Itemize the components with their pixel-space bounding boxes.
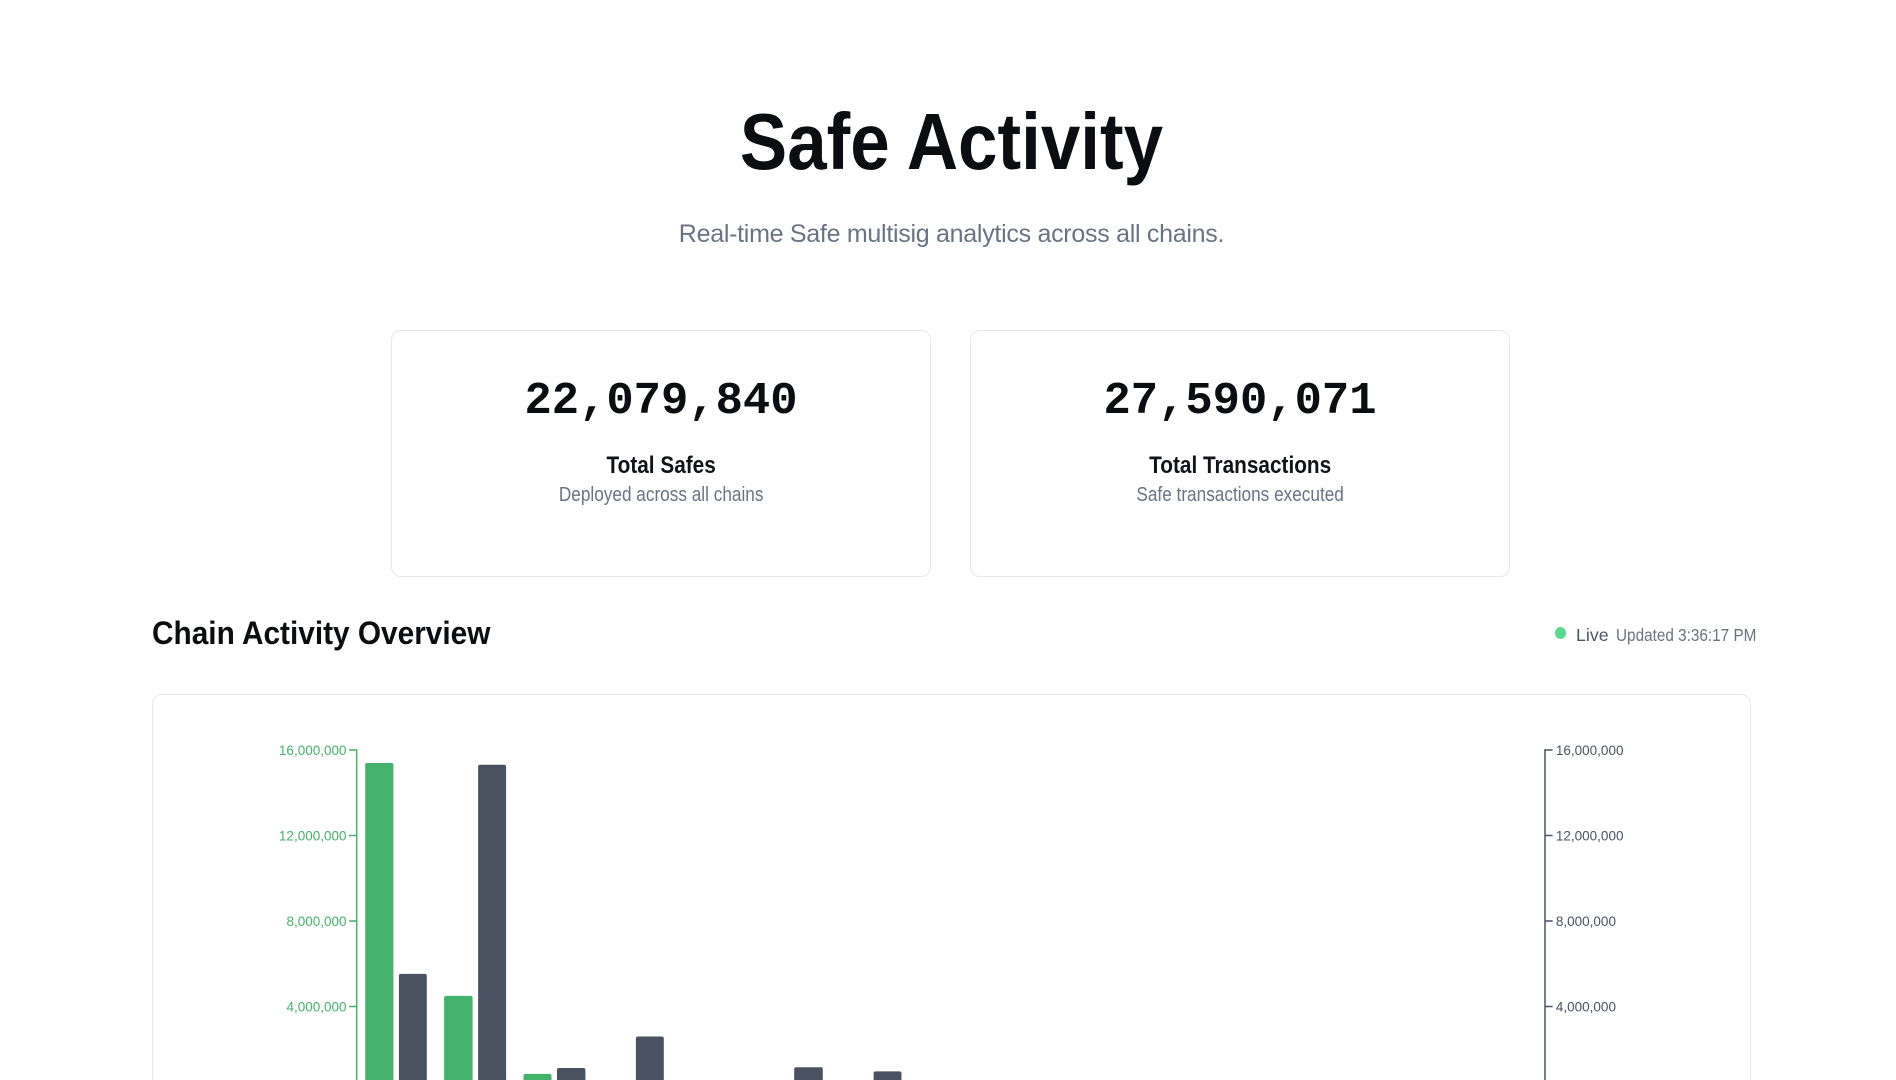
svg-text:4,000,000: 4,000,000 <box>286 999 346 1014</box>
svg-text:16,000,000: 16,000,000 <box>279 743 347 758</box>
svg-text:8,000,000: 8,000,000 <box>1556 914 1616 929</box>
svg-text:8,000,000: 8,000,000 <box>286 914 346 929</box>
svg-text:12,000,000: 12,000,000 <box>1556 828 1624 843</box>
svg-text:12,000,000: 12,000,000 <box>279 828 347 843</box>
svg-text:4,000,000: 4,000,000 <box>1556 999 1616 1014</box>
svg-text:16,000,000: 16,000,000 <box>1556 743 1624 758</box>
